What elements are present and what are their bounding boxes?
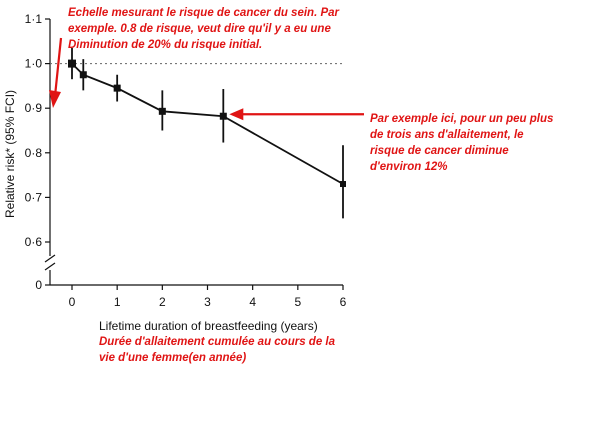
x-axis-note: Durée d'allaitement cumulée au cours de …	[99, 336, 338, 364]
data-layer	[50, 47, 346, 219]
x-axis-note-line-1: Durée d'allaitement cumulée au cours de …	[99, 336, 336, 348]
x-axis-title: Lifetime duration of breastfeeding (year…	[99, 319, 318, 333]
x-tick-label-2: 2	[159, 295, 166, 309]
point-note-arrow-head	[229, 108, 244, 121]
data-point-1	[79, 71, 87, 79]
data-point-5	[340, 181, 346, 188]
y-tick-label-5: 1·0	[25, 57, 43, 71]
y-axis-note-line-3: Diminution de 20% du risque initial.	[68, 39, 262, 51]
data-point-4	[219, 112, 227, 120]
y-axis-title: Relative risk* (95% FCI)	[3, 90, 17, 218]
y-tick-label-3: 0·8	[25, 146, 43, 160]
y-axis-note-line-2: exemple. 0.8 de risque, veut dire qu'il …	[68, 23, 331, 35]
y-tick-label-6: 1·1	[25, 12, 43, 26]
point-note-line-3: risque de cancer diminue	[370, 145, 509, 157]
annotation-layer: Lifetime duration of breastfeeding (year…	[3, 7, 557, 364]
axes-layer: 0 0·6 0·7 0·8 0·9 1·0 1·1 0 1 2 3 4 5 6	[25, 12, 347, 309]
y-tick-label-1: 0·6	[25, 235, 43, 249]
x-tick-label-1: 1	[114, 295, 121, 309]
point-note-line-4: d'environ 12%	[370, 161, 448, 173]
data-point-2	[113, 84, 121, 92]
y-note-arrow-head	[49, 90, 61, 108]
x-tick-label-5: 5	[294, 295, 301, 309]
y-note-arrow-shaft	[53, 37, 63, 97]
point-note-line-2: de trois ans d'allaitement, le	[370, 129, 524, 141]
x-tick-label-6: 6	[340, 295, 347, 309]
x-tick-label-3: 3	[204, 295, 211, 309]
series-line	[71, 62, 344, 185]
y-axis-break-mark-2	[44, 262, 56, 271]
y-axis-note: Echelle mesurant le risque de cancer du …	[68, 7, 342, 51]
y-tick-label-0: 0	[35, 278, 42, 292]
x-tick-label-4: 4	[249, 295, 256, 309]
point-note: Par exemple ici, pour un peu plus de tro…	[370, 113, 557, 173]
y-axis-note-line-1: Echelle mesurant le risque de cancer du …	[68, 7, 340, 19]
x-tick-label-0: 0	[69, 295, 76, 309]
point-note-line-1: Par exemple ici, pour un peu plus	[370, 113, 553, 125]
y-tick-label-4: 0·9	[25, 101, 43, 115]
x-axis-note-line-2: vie d'une femme(en année)	[99, 352, 246, 364]
data-point-3	[158, 107, 166, 115]
y-tick-label-2: 0·7	[25, 190, 43, 204]
data-point-0	[68, 59, 76, 68]
y-axis-break-mark-1	[44, 254, 56, 263]
